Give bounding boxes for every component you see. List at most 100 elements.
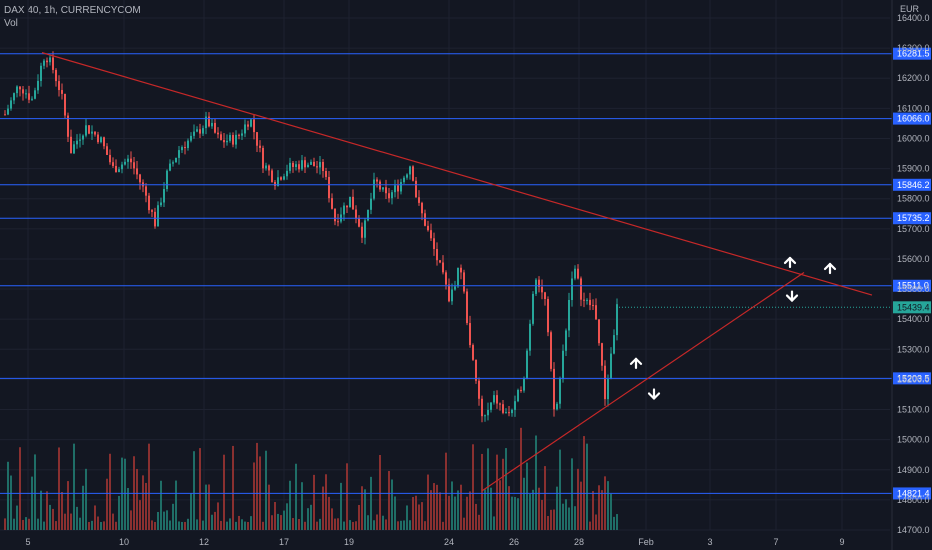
candle-body — [97, 134, 99, 143]
candle-body — [343, 205, 345, 215]
candle-body — [316, 166, 318, 168]
currency-label: EUR — [900, 4, 920, 14]
volume-bar — [196, 519, 198, 530]
candle-body — [604, 365, 606, 400]
volume-bar — [409, 520, 411, 530]
time-tick-label: 24 — [444, 537, 454, 547]
candle-body — [616, 304, 618, 336]
volume-bar — [412, 496, 414, 530]
volume-bar — [400, 520, 402, 530]
candle-body — [529, 323, 531, 351]
candle-body — [73, 144, 75, 154]
candle-body — [385, 187, 387, 194]
last-price-label: 15439.4 — [897, 302, 930, 312]
candle-body — [586, 299, 588, 301]
price-tick-label: 14800.0 — [897, 495, 930, 505]
candle-body — [106, 146, 108, 155]
candle-body — [25, 93, 27, 95]
time-axis[interactable]: 5 10 12 17 19 24 26 28 Feb 3 7 9 — [25, 537, 844, 547]
volume-bar — [457, 490, 459, 530]
volume-bar — [199, 448, 201, 530]
volume-bar — [535, 435, 537, 530]
candle-body — [574, 268, 576, 279]
volume-bar — [448, 495, 450, 530]
candle-body — [109, 154, 111, 163]
volume-bar — [55, 521, 57, 530]
level-label: 15511.0 — [897, 281, 929, 291]
candle-body — [301, 160, 303, 170]
volume-bar — [577, 468, 579, 530]
volume-bar — [571, 458, 573, 530]
candle-body — [289, 162, 291, 171]
candle-body — [454, 286, 456, 290]
candle-body — [412, 166, 414, 181]
candle-body — [118, 169, 120, 173]
candle-body — [193, 131, 195, 136]
candle-body — [319, 161, 321, 168]
candle-body — [445, 272, 447, 285]
volume-bar — [550, 509, 552, 530]
price-tick-label: 15200.0 — [897, 374, 930, 384]
volume-bar — [211, 514, 213, 530]
candle-body — [517, 389, 519, 402]
volume-bar — [433, 483, 435, 530]
volume-bar — [22, 519, 24, 530]
volume-bar — [103, 521, 105, 530]
candle-body — [496, 395, 498, 404]
volume-bar — [139, 500, 141, 530]
candle-body — [22, 89, 24, 94]
volume-bar — [31, 476, 33, 530]
candle-body — [598, 319, 600, 344]
candle-body — [151, 210, 153, 212]
candle-body — [202, 128, 204, 134]
volume-bar — [217, 502, 219, 530]
volume-bar — [616, 514, 618, 530]
candle-body — [115, 165, 117, 173]
volume-bar — [157, 511, 159, 530]
candle-body — [541, 286, 543, 293]
volume-bar — [235, 521, 237, 530]
candle-body — [379, 181, 381, 190]
volume-bar — [574, 506, 576, 530]
volume-bar — [445, 452, 447, 530]
candle-body — [79, 139, 81, 141]
volume-bar — [376, 514, 378, 530]
candle-body — [211, 122, 213, 127]
candle-body — [85, 125, 87, 136]
volume-bar — [487, 448, 489, 530]
candle-body — [133, 162, 135, 169]
candle-body — [376, 179, 378, 182]
volume-bar — [154, 521, 156, 530]
volume-bar — [508, 486, 510, 530]
price-tick-label: 15100.0 — [897, 405, 930, 415]
candle-body — [349, 196, 351, 208]
volume-bar — [328, 496, 330, 530]
candle-body — [322, 161, 324, 171]
volume-bar — [397, 521, 399, 530]
price-tick-label: 15300.0 — [897, 344, 930, 354]
candle-body — [499, 403, 501, 405]
volume-bar — [175, 480, 177, 530]
volume-bar — [73, 443, 75, 530]
volume-bar — [292, 518, 294, 530]
candle-body — [295, 164, 297, 168]
candle-body — [61, 90, 63, 94]
volume-bar — [562, 503, 564, 530]
volume-bar — [451, 481, 453, 530]
candle-body — [334, 208, 336, 222]
candle-body — [490, 402, 492, 410]
candle-body — [241, 133, 243, 136]
candle-body — [145, 186, 147, 196]
price-axis[interactable]: EUR 14700.0 14800.0 14900.0 15000.0 15100.0 1… — [891, 0, 930, 550]
volume-bar — [331, 508, 333, 530]
volume-bar — [556, 486, 558, 530]
candle-body — [229, 135, 231, 141]
volume-bar — [307, 508, 309, 530]
trendlines[interactable] — [41, 52, 873, 492]
candle-body — [7, 108, 9, 115]
volume-bar — [355, 521, 357, 530]
horizontal-levels[interactable]: 16281.5 16066.0 15846.2 15735.2 15511.0 15203… — [0, 47, 931, 500]
volume-bar — [442, 521, 444, 530]
last-price-box — [893, 301, 931, 314]
